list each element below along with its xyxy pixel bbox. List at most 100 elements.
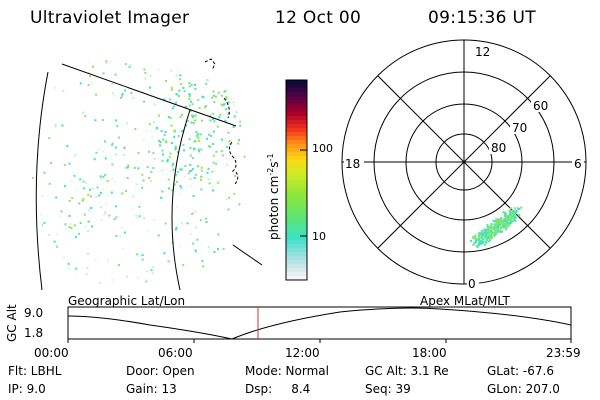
aurora-pixel bbox=[67, 268, 70, 271]
colorbar-swatch bbox=[286, 232, 307, 237]
aurora-pixel bbox=[509, 219, 512, 222]
aurora-pixel bbox=[504, 220, 507, 223]
label-bg bbox=[572, 156, 584, 170]
glon-info: GLon: 207.0 bbox=[487, 382, 560, 396]
colorbar-swatch bbox=[286, 200, 307, 205]
aurora-pixel bbox=[168, 156, 171, 159]
colorbar-swatch bbox=[286, 80, 307, 85]
aurora-pixel bbox=[495, 223, 498, 225]
aurora-pixel bbox=[145, 280, 148, 283]
aurora-pixel bbox=[494, 233, 497, 236]
aurora-pixel bbox=[79, 279, 82, 282]
aurora-pixel bbox=[240, 87, 243, 90]
aurora-pixel bbox=[157, 234, 160, 237]
aurora-pixel bbox=[88, 209, 91, 212]
aurora-pixel bbox=[247, 240, 249, 242]
aurora-pixel bbox=[220, 103, 223, 106]
aurora-pixel bbox=[145, 129, 148, 132]
aurora-pixel bbox=[82, 187, 85, 190]
aurora-pixel bbox=[225, 96, 228, 98]
aurora-pixel bbox=[209, 114, 212, 117]
label-bg bbox=[467, 276, 479, 290]
colorbar-swatch bbox=[286, 164, 307, 169]
aurora-pixel bbox=[175, 93, 178, 96]
x-tick-label-0000: 00:00 bbox=[34, 346, 69, 360]
aurora-pixel bbox=[264, 94, 266, 96]
aurora-pixel bbox=[148, 86, 151, 89]
aurora-pixel bbox=[514, 220, 517, 222]
aurora-pixel bbox=[489, 226, 491, 229]
aurora-pixel bbox=[87, 220, 90, 223]
aurora-pixel bbox=[30, 173, 32, 175]
aurora-pixel bbox=[116, 125, 119, 128]
aurora-pixel bbox=[204, 106, 206, 109]
aurora-pixel bbox=[32, 74, 33, 77]
aurora-pixel bbox=[165, 141, 168, 144]
aurora-pixel bbox=[146, 166, 149, 169]
lat-label-60: 60 bbox=[533, 99, 548, 113]
aurora-pixel bbox=[197, 99, 200, 101]
aurora-pixel bbox=[188, 104, 191, 107]
aurora-pixel bbox=[159, 141, 162, 143]
aurora-pixel bbox=[232, 101, 235, 104]
aurora-pixel bbox=[495, 232, 498, 235]
colorbar-swatch bbox=[286, 188, 307, 193]
aurora-pixel bbox=[101, 119, 104, 121]
aurora-pixel bbox=[194, 114, 197, 117]
aurora-pixel bbox=[476, 244, 479, 247]
aurora-pixel bbox=[502, 223, 505, 226]
aurora-pixel bbox=[39, 246, 41, 249]
colorbar-swatch bbox=[286, 244, 307, 249]
aurora-pixel bbox=[163, 98, 166, 101]
aurora-pixel bbox=[249, 281, 251, 283]
aurora-pixel bbox=[179, 193, 181, 196]
aurora-pixel bbox=[259, 254, 261, 256]
aurora-pixel bbox=[105, 202, 108, 205]
aurora-pixel bbox=[117, 264, 120, 267]
aurora-pixel bbox=[35, 255, 38, 258]
aurora-pixel bbox=[478, 232, 480, 235]
aurora-pixel bbox=[121, 192, 124, 195]
aurora-pixel bbox=[485, 237, 488, 240]
label-bg bbox=[510, 120, 532, 134]
aurora-pixel bbox=[241, 121, 244, 124]
aurora-pixel bbox=[230, 98, 233, 101]
aurora-pixel bbox=[487, 235, 490, 238]
aurora-pixel bbox=[110, 191, 113, 194]
aurora-pixel bbox=[227, 131, 230, 134]
aurora-pixel bbox=[472, 237, 475, 240]
aurora-pixel bbox=[489, 236, 492, 239]
aurora-pixel bbox=[182, 264, 185, 267]
aurora-pixel bbox=[79, 82, 82, 85]
aurora-pixel bbox=[190, 185, 193, 188]
aurora-pixel bbox=[114, 180, 117, 183]
aurora-pixel bbox=[89, 195, 92, 198]
aurora-pixel bbox=[226, 146, 229, 149]
aurora-pixel bbox=[64, 185, 66, 188]
aurora-pixel bbox=[32, 176, 34, 179]
aurora-pixel bbox=[32, 127, 35, 130]
aurora-pixel bbox=[32, 252, 33, 255]
aurora-pixel bbox=[493, 235, 496, 238]
aurora-pixel bbox=[253, 78, 255, 80]
gc-alt-info: GC Alt: 3.1 Re bbox=[365, 364, 449, 378]
aurora-pixel bbox=[189, 110, 192, 113]
aurora-pixel bbox=[481, 237, 484, 240]
aurora-pixel bbox=[212, 63, 215, 66]
aurora-pixel bbox=[195, 211, 198, 214]
aurora-pixel bbox=[175, 181, 178, 183]
aurora-pixel bbox=[98, 289, 100, 291]
aurora-pixel bbox=[195, 131, 198, 134]
aurora-pixel bbox=[166, 160, 169, 163]
altitude-plot-frame bbox=[67, 306, 572, 340]
aurora-pixel bbox=[191, 116, 194, 119]
aurora-pixel bbox=[502, 211, 505, 214]
aurora-pixel bbox=[478, 238, 481, 241]
colorbar-swatch bbox=[286, 228, 307, 233]
aurora-pixel bbox=[517, 213, 520, 216]
aurora-pixel bbox=[75, 267, 78, 270]
aurora-pixel bbox=[42, 237, 44, 239]
colorbar-swatch bbox=[286, 156, 307, 161]
aurora-pixel bbox=[225, 108, 228, 111]
aurora-pixel bbox=[509, 214, 512, 216]
